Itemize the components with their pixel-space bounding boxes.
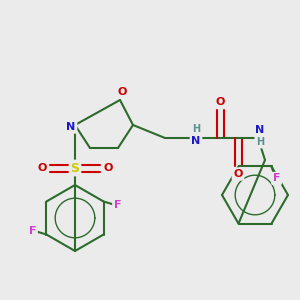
Text: N: N	[66, 122, 76, 132]
Text: O: O	[117, 87, 127, 97]
Text: O: O	[37, 163, 47, 173]
Text: F: F	[114, 200, 121, 211]
Text: N: N	[255, 125, 265, 135]
Text: F: F	[273, 173, 280, 183]
Text: H: H	[192, 124, 200, 134]
Text: F: F	[29, 226, 36, 236]
Text: O: O	[215, 97, 225, 107]
Text: O: O	[103, 163, 113, 173]
Text: H: H	[256, 137, 264, 147]
Text: O: O	[233, 169, 243, 179]
Text: N: N	[191, 136, 201, 146]
Text: S: S	[70, 161, 80, 175]
